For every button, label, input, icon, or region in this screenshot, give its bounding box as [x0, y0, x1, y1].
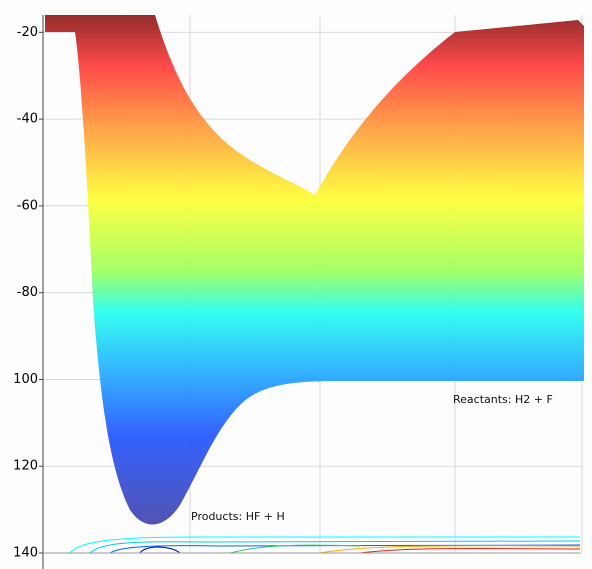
y-tick-label: -60: [17, 198, 38, 213]
surface: [45, 15, 584, 525]
contour: [139, 546, 181, 554]
contour: [229, 544, 361, 554]
y-tick-label: -20: [17, 25, 38, 40]
contour: [89, 540, 581, 554]
annotation: Products: HF + H: [191, 510, 285, 523]
contour: [359, 547, 581, 554]
annotation: Reactants: H2 + F: [453, 393, 553, 406]
y-tick-label: 120: [13, 459, 38, 474]
contour: [69, 536, 580, 554]
y-tick-label: 100: [13, 372, 38, 387]
contour: [109, 544, 581, 554]
y-tick-label: -80: [17, 285, 38, 300]
y-tick-label: -40: [17, 112, 38, 127]
contours: [69, 536, 581, 554]
contour: [319, 545, 581, 554]
y-tick-label: 140: [13, 546, 38, 561]
